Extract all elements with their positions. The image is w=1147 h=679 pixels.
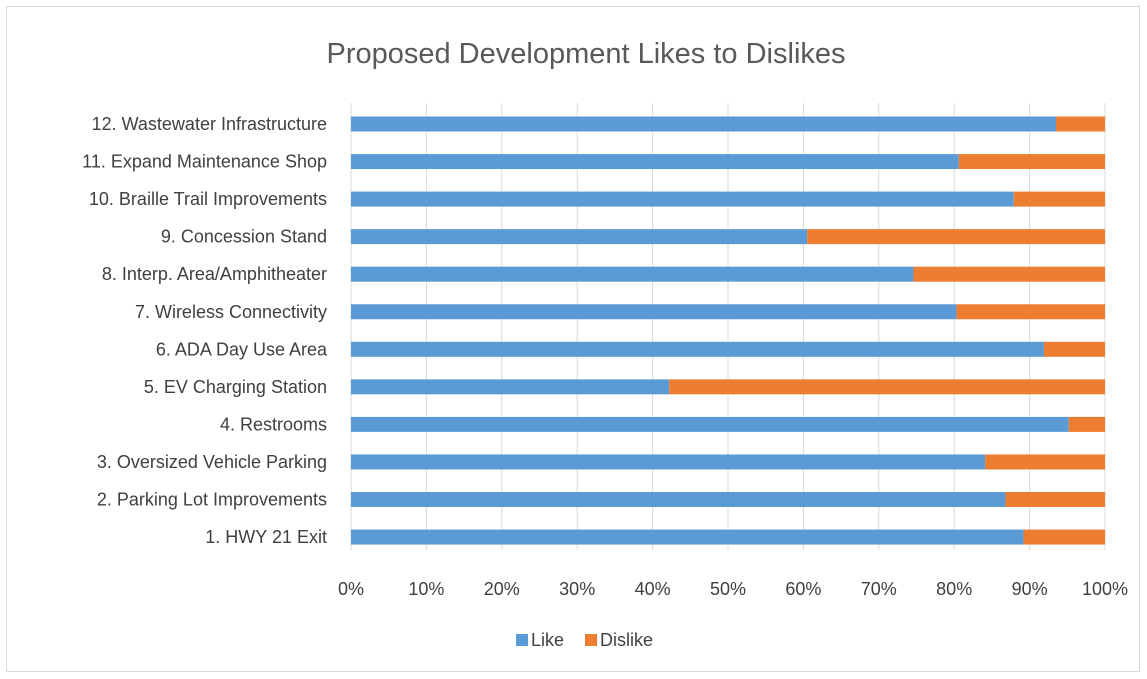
bar-layer — [351, 116, 1105, 545]
x-tick-label: 40% — [635, 579, 671, 599]
category-label: 2. Parking Lot Improvements — [97, 490, 327, 510]
category-label: 12. Wastewater Infrastructure — [92, 114, 327, 134]
category-label: 5. EV Charging Station — [144, 377, 327, 397]
bar-dislike — [958, 154, 1105, 170]
bar-like — [351, 154, 959, 170]
category-label: 1. HWY 21 Exit — [205, 527, 327, 547]
bar-like — [351, 229, 808, 245]
bar-dislike — [956, 304, 1105, 320]
x-tick-label: 20% — [484, 579, 520, 599]
bar-like — [351, 379, 670, 395]
category-label: 10. Braille Trail Improvements — [89, 189, 327, 209]
category-label: 8. Interp. Area/Amphitheater — [102, 264, 327, 284]
x-tick-label: 90% — [1012, 579, 1048, 599]
bar-like — [351, 529, 1024, 545]
bar-dislike — [1005, 492, 1105, 507]
legend: Like Dislike — [516, 630, 653, 650]
x-tick-label: 60% — [785, 579, 821, 599]
bar-like — [351, 492, 1006, 507]
bar-like — [351, 116, 1056, 132]
bar-like — [351, 454, 986, 470]
bar-like — [351, 304, 957, 320]
bar-dislike — [807, 229, 1105, 245]
x-tick-label: 50% — [710, 579, 746, 599]
bar-dislike — [1013, 191, 1105, 207]
bar-dislike — [985, 454, 1105, 470]
x-tick-label: 80% — [936, 579, 972, 599]
legend-label-like: Like — [531, 630, 564, 650]
category-label-layer: 12. Wastewater Infrastructure 11. Expand … — [82, 114, 328, 547]
bar-dislike — [1068, 416, 1105, 432]
category-label: 9. Concession Stand — [161, 227, 327, 247]
x-tick-label: 30% — [559, 579, 595, 599]
bar-dislike — [1023, 529, 1105, 545]
bar-dislike — [1055, 116, 1105, 132]
bar-dislike — [1043, 341, 1105, 357]
bar-dislike — [913, 266, 1105, 282]
grid-layer — [350, 103, 1106, 550]
category-label: 6. ADA Day Use Area — [156, 339, 328, 359]
bar-like — [351, 341, 1044, 357]
legend-swatch-like — [516, 634, 528, 646]
x-tick-label: 70% — [861, 579, 897, 599]
bar-like — [351, 416, 1069, 432]
category-label: 7. Wireless Connectivity — [135, 302, 327, 322]
category-label: 3. Oversized Vehicle Parking — [97, 452, 327, 472]
category-label: 11. Expand Maintenance Shop — [82, 152, 327, 172]
legend-label-dislike: Dislike — [600, 630, 653, 650]
x-tick-label: 0% — [338, 579, 364, 599]
bar-like — [351, 191, 1014, 207]
legend-swatch-dislike — [585, 634, 597, 646]
x-tick-label: 100% — [1082, 579, 1128, 599]
bar-dislike — [669, 379, 1105, 395]
x-tick-label: 10% — [408, 579, 444, 599]
chart-title: Proposed Development Likes to Dislikes — [326, 38, 845, 70]
tick-label-layer: 0% 10% 20% 30% 40% 50% 60% 70% 80% 90% 100% — [338, 579, 1128, 599]
category-label: 4. Restrooms — [220, 414, 327, 434]
bar-like — [351, 266, 914, 282]
